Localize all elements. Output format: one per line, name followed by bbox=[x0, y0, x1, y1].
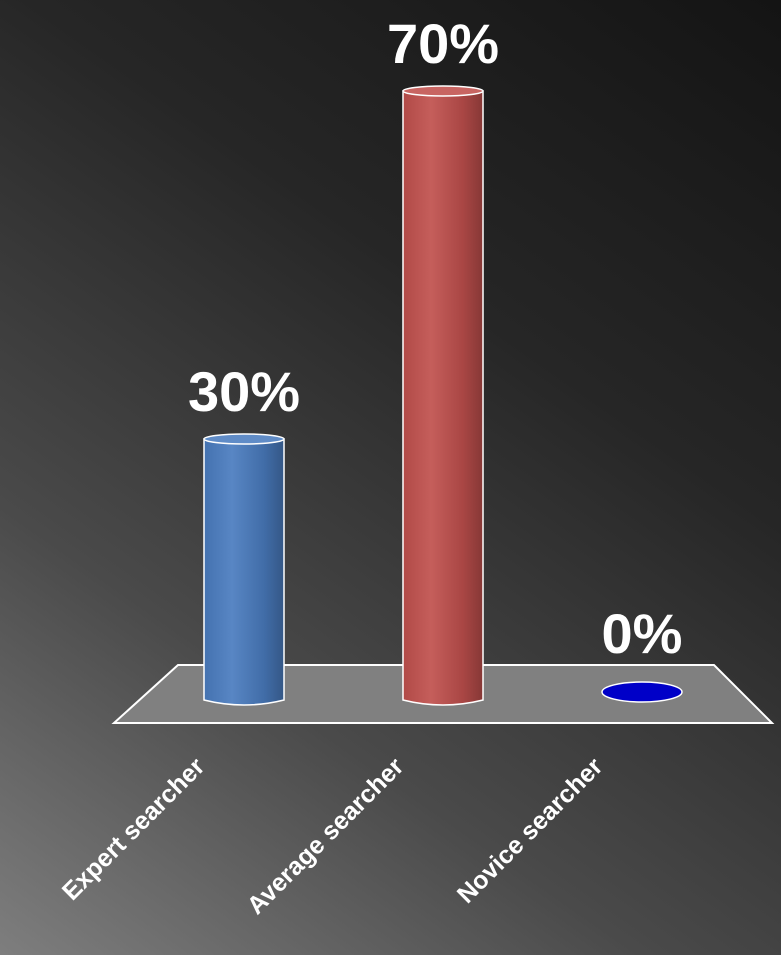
category-label-novice-searcher: Novice searcher bbox=[452, 752, 609, 909]
category-label-expert-searcher: Expert searcher bbox=[57, 752, 211, 906]
category-label-average-searcher: Average searcher bbox=[242, 752, 410, 920]
bars-group bbox=[203, 85, 683, 706]
bar-cap-expert-searcher bbox=[203, 433, 285, 445]
data-label-expert-searcher: 30% bbox=[188, 360, 300, 423]
bar-novice-searcher bbox=[601, 681, 683, 703]
category-labels-group: Expert searcher Average searcher Novice se… bbox=[57, 752, 609, 920]
data-label-average-searcher: 70% bbox=[387, 12, 499, 75]
data-label-novice-searcher: 0% bbox=[602, 602, 683, 665]
bar-cap-average-searcher bbox=[402, 85, 484, 97]
data-labels-group: 30% 70% 0% bbox=[188, 12, 683, 665]
bar-average-searcher bbox=[402, 90, 484, 706]
bar-expert-searcher bbox=[203, 438, 285, 706]
